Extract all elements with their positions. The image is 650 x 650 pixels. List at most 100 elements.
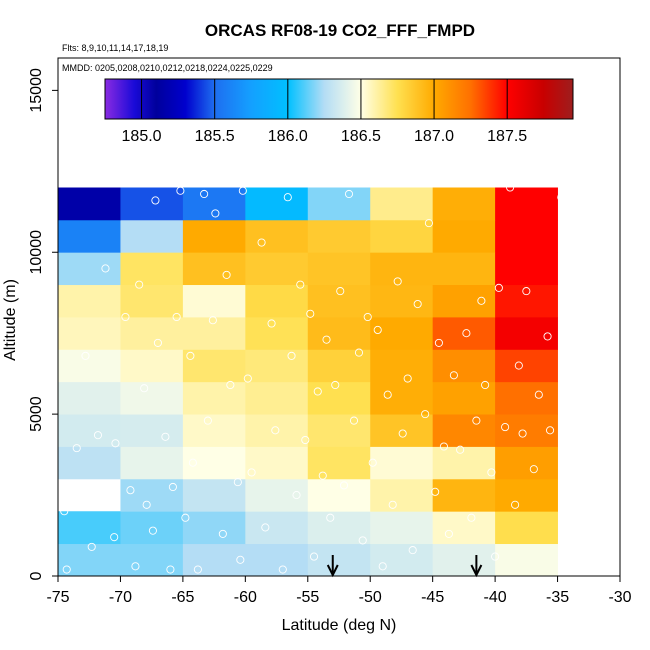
data-point	[243, 374, 252, 383]
chart-title: ORCAS RF08-19 CO2_FFF_FMPD	[205, 21, 475, 40]
heatmap-cell	[182, 543, 246, 577]
x-tick-label: -35	[546, 589, 569, 606]
data-point	[434, 338, 443, 347]
data-point	[81, 351, 90, 360]
data-point	[101, 264, 110, 273]
heatmap-cell	[58, 317, 121, 350]
heatmap-cell	[58, 511, 121, 545]
data-point	[153, 338, 162, 347]
heatmap-cell	[432, 252, 496, 286]
heatmap-cell	[495, 446, 558, 480]
x-tick-label: -45	[421, 589, 444, 606]
data-point	[449, 371, 458, 380]
data-point	[557, 193, 566, 202]
data-point	[398, 429, 407, 438]
heatmap-cell	[120, 511, 184, 545]
data-point	[181, 513, 190, 522]
heatmap-cell	[182, 446, 246, 480]
data-point	[218, 529, 227, 538]
data-point	[193, 565, 202, 574]
data-point	[186, 351, 195, 360]
data-point	[309, 552, 319, 561]
data-point	[271, 426, 280, 435]
heatmap-cell	[120, 317, 184, 350]
heatmap-cell	[120, 187, 184, 221]
data-point	[546, 426, 555, 435]
data-point	[378, 562, 387, 571]
heatmap-cell	[245, 511, 309, 545]
data-point	[354, 348, 364, 357]
heatmap-cell	[307, 252, 371, 286]
x-tick-label: -40	[484, 589, 507, 606]
data-point	[60, 507, 69, 516]
heatmap-cell	[370, 414, 434, 447]
heatmap-cell	[370, 446, 434, 480]
heatmap-cell	[432, 414, 496, 447]
data-point	[261, 523, 270, 532]
data-point	[363, 312, 372, 322]
heatmap-cell	[245, 349, 309, 383]
arrow-marker-head	[326, 564, 339, 578]
data-point	[439, 442, 448, 451]
heatmap-cell	[120, 349, 184, 383]
heatmap-cell	[58, 219, 121, 253]
data-point	[543, 332, 552, 341]
data-point	[424, 219, 433, 228]
dates-note: MMDD: 0205,0208,0210,0212,0218,0224,0225…	[62, 63, 273, 73]
heatmap-cell	[307, 219, 371, 253]
data-point	[388, 500, 397, 509]
data-point	[283, 193, 292, 202]
data-point	[110, 533, 119, 542]
data-point	[514, 361, 523, 370]
heatmap-cell	[495, 317, 558, 350]
data-point	[72, 444, 81, 453]
data-point	[522, 287, 531, 296]
x-axis-title: Latitude (deg N)	[282, 617, 397, 634]
heatmap-cell	[182, 414, 246, 447]
heatmap-cell	[495, 349, 558, 383]
data-point	[481, 380, 490, 390]
data-point	[200, 189, 209, 199]
heatmap-cell	[120, 446, 184, 480]
heatmap-cell	[120, 478, 184, 512]
colorbar: 185.0 185.5 186.0 186.5 187.0 187.5	[104, 78, 574, 145]
data-point	[168, 482, 177, 492]
data-point	[131, 562, 140, 571]
heatmap-cell	[432, 317, 496, 350]
data-point	[236, 555, 245, 564]
heatmap-cell	[495, 252, 558, 286]
data-point	[226, 380, 235, 390]
heatmap-cell	[245, 219, 309, 253]
data-point	[421, 410, 430, 419]
heatmap-cell	[307, 478, 371, 512]
heatmap-cell	[432, 511, 496, 545]
data-point	[188, 458, 197, 467]
heatmap-cell	[307, 187, 371, 221]
data-point	[462, 329, 471, 338]
data-point	[111, 439, 120, 448]
data-point	[292, 491, 301, 500]
heatmap-cell	[307, 381, 371, 415]
heatmap-cell	[245, 381, 309, 415]
data-point	[494, 283, 503, 292]
data-point	[301, 435, 310, 445]
heatmap-cell	[245, 543, 309, 577]
data-point	[247, 468, 256, 477]
heatmap-cell	[182, 317, 246, 350]
data-point	[222, 270, 231, 279]
heatmap-cell	[58, 187, 121, 221]
x-tick-label: -65	[171, 589, 194, 606]
colorbar-ticks: 185.0 185.5 186.0 186.5 187.0 187.5	[122, 79, 527, 145]
colorbar-gradient	[104, 78, 574, 120]
data-point	[431, 487, 440, 496]
heatmap-cell	[182, 219, 246, 253]
colorbar-tick-label: 186.0	[268, 128, 308, 145]
data-point	[172, 312, 181, 322]
heatmap-cell	[307, 543, 371, 577]
data-point	[491, 552, 500, 561]
heatmap-cell	[495, 543, 558, 577]
heatmap-cell	[245, 252, 309, 286]
data-point	[477, 296, 486, 305]
heatmap-cell	[370, 511, 434, 545]
heatmap-cell	[370, 478, 434, 512]
